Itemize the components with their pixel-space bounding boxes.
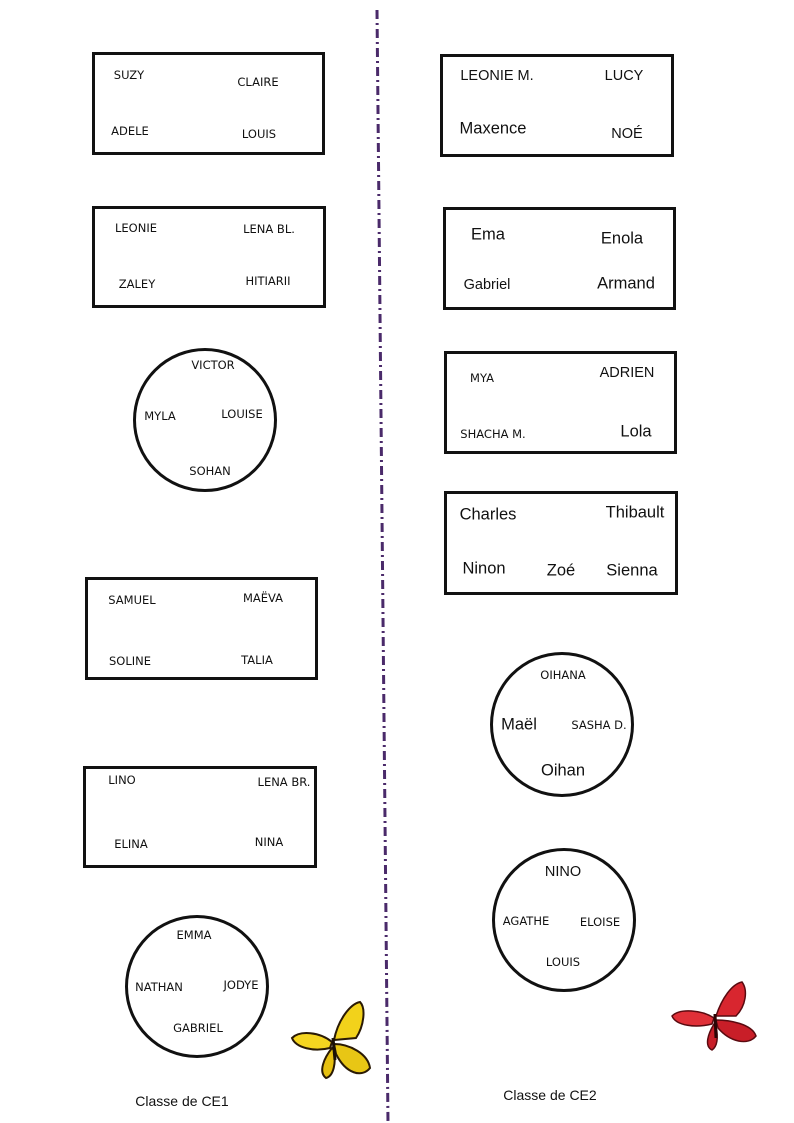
ce1-round-table-6 <box>125 915 269 1058</box>
student-name: LOUIS <box>545 955 581 969</box>
student-name: Thibault <box>605 503 665 522</box>
student-name: ADELE <box>111 124 149 138</box>
ce1-round-table-3 <box>133 348 277 492</box>
ce1-rectangle-table-2 <box>92 206 326 308</box>
student-name: VICTOR <box>191 358 235 372</box>
student-name: AGATHE <box>502 914 550 928</box>
student-name: ELOISE <box>579 915 621 929</box>
student-name: ADRIEN <box>599 365 655 381</box>
ce2-rectangle-table-3 <box>444 351 677 454</box>
student-name: OIHANA <box>540 668 586 682</box>
student-name: LOUIS <box>241 127 277 141</box>
student-name: HITIARII <box>245 274 291 288</box>
student-name: Sienna <box>606 561 658 580</box>
student-name: NINO <box>544 864 582 880</box>
ce2-rectangle-table-4 <box>444 491 678 595</box>
student-name: Armand <box>597 274 655 293</box>
student-name: LINO <box>108 773 136 787</box>
student-name: Oihan <box>540 761 586 780</box>
student-name: LENA BL. <box>243 222 295 236</box>
ce2-round-table-6 <box>492 848 636 992</box>
student-name: Maël <box>501 715 537 734</box>
student-name: Gabriel <box>463 277 511 293</box>
student-name: MYLA <box>144 409 176 423</box>
yellow-butterfly-icon <box>290 1000 372 1080</box>
student-name: MAËVA <box>242 591 284 605</box>
red-butterfly-icon <box>671 981 757 1051</box>
student-name: Charles <box>459 505 517 524</box>
student-name: Maxence <box>459 119 527 138</box>
student-name: Ninon <box>462 559 506 578</box>
student-name: Lola <box>620 422 652 441</box>
student-name: LOUISE <box>221 407 263 421</box>
student-name: LUCY <box>604 68 644 84</box>
student-name: CLAIRE <box>237 75 279 89</box>
student-name: Enola <box>600 229 644 248</box>
student-name: NINA <box>254 835 284 849</box>
student-name: Ema <box>471 225 505 244</box>
student-name: EMMA <box>176 928 212 942</box>
student-name: SHACHA M. <box>460 427 526 441</box>
ce2-rectangle-table-1 <box>440 54 674 157</box>
student-name: ELINA <box>114 837 148 851</box>
student-name: SOHAN <box>189 464 231 478</box>
ce2-round-table-5 <box>490 652 634 797</box>
student-name: NATHAN <box>135 980 183 994</box>
ce1-rectangle-table-1 <box>92 52 325 155</box>
student-name: SAMUEL <box>108 593 156 607</box>
student-name: MYA <box>470 371 494 385</box>
ce1-caption: Classe de CE1 <box>135 1093 229 1109</box>
student-name: ZALEY <box>118 277 156 291</box>
ce1-rectangle-table-4 <box>85 577 318 680</box>
student-name: LEONIE <box>115 221 157 235</box>
student-name: SASHA D. <box>571 718 627 732</box>
student-name: NOÉ <box>611 126 643 142</box>
student-name: LENA BR. <box>257 775 311 789</box>
student-name: TALIA <box>241 653 273 667</box>
student-name: SUZY <box>113 68 145 82</box>
ce1-rectangle-table-5 <box>83 766 317 868</box>
student-name: GABRIEL <box>173 1021 223 1035</box>
student-name: Zoé <box>546 561 576 580</box>
ce2-caption: Classe de CE2 <box>503 1087 597 1103</box>
student-name: JODYE <box>223 978 259 992</box>
ce2-rectangle-table-2 <box>443 207 676 310</box>
student-name: LEONIE M. <box>460 68 534 84</box>
student-name: SOLINE <box>108 654 152 668</box>
